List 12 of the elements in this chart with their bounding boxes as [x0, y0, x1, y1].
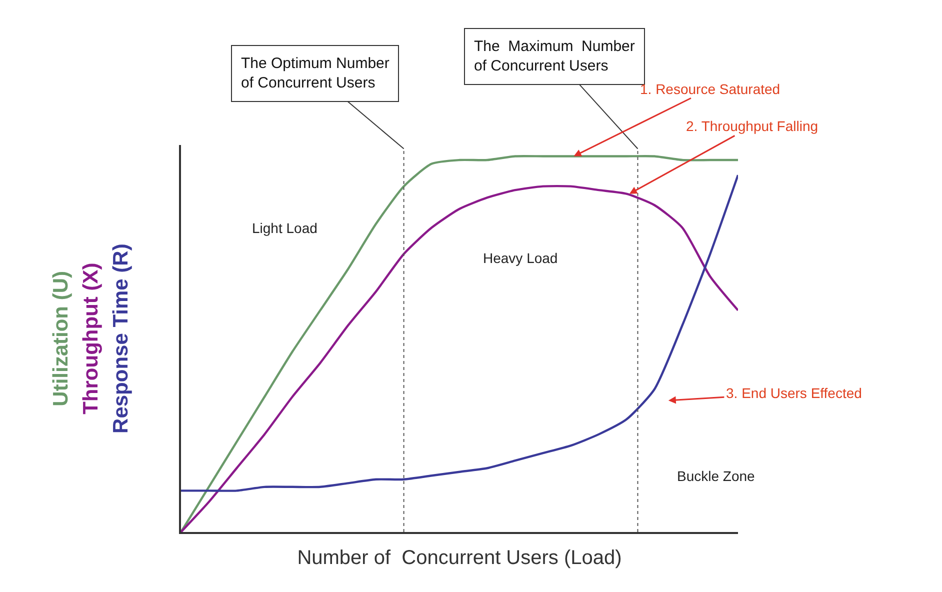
text: The Maximum Number of Concurrent Users: [474, 38, 635, 74]
text: Response Time (R): [109, 244, 132, 434]
annotation: Heavy Load: [483, 250, 558, 266]
text: The Optimum Number of Concurrent Users: [241, 55, 390, 92]
annotation: 3. End Users Effected: [726, 385, 862, 401]
annotation: Light Load: [252, 220, 318, 236]
x-axis-title: Number of Concurrent Users (Load): [297, 547, 622, 570]
text: 2. Throughput Falling: [686, 118, 818, 134]
text: Utilization (U): [49, 271, 72, 406]
text: 1. Resource Saturated: [640, 81, 780, 97]
annotation: Buckle Zone: [677, 468, 756, 484]
text: Throughput (X): [79, 262, 102, 414]
